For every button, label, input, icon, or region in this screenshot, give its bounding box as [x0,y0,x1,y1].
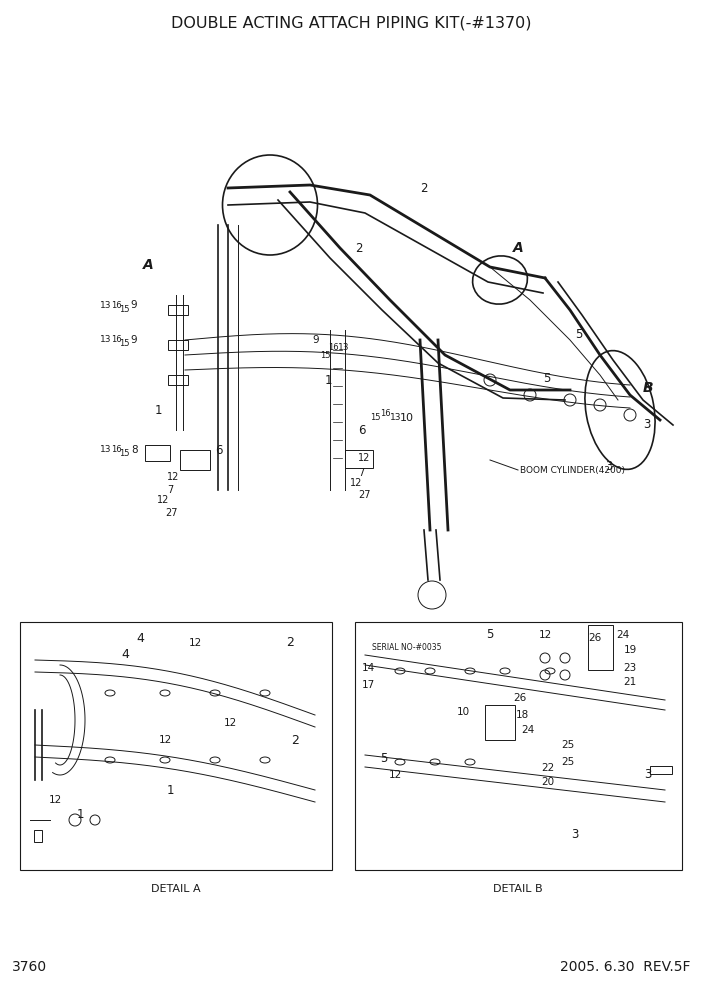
Text: 1: 1 [77,808,84,821]
Text: 2: 2 [420,182,428,194]
Text: 26: 26 [513,693,526,703]
Text: 16: 16 [380,409,390,418]
Text: 5: 5 [486,629,494,642]
Text: 25: 25 [562,757,575,767]
Text: 6: 6 [215,443,223,456]
Text: 13: 13 [100,335,112,344]
Text: 25: 25 [562,740,575,750]
Text: 13: 13 [100,301,112,310]
Bar [180,450,210,470]
Text: 24: 24 [522,725,535,735]
Text: 5: 5 [543,371,550,385]
Text: A: A [512,241,524,255]
Text: 2: 2 [291,733,299,747]
Text: 16: 16 [328,343,338,352]
Bar [588,625,613,670]
Text: 3: 3 [644,769,651,782]
Bar [485,705,515,740]
Text: 3: 3 [571,828,578,841]
Text: DOUBLE ACTING ATTACH PIPING KIT(-#1370): DOUBLE ACTING ATTACH PIPING KIT(-#1370) [171,16,531,31]
Text: 14: 14 [362,663,375,673]
Text: 1: 1 [166,784,174,797]
Text: 10: 10 [400,413,414,423]
Bar [20,622,332,870]
Text: 15: 15 [119,339,129,348]
Text: 12: 12 [188,638,201,648]
Text: 20: 20 [541,777,555,787]
Text: 9: 9 [130,335,137,345]
Text: BOOM CYLINDER(4200): BOOM CYLINDER(4200) [520,465,625,474]
Text: 27: 27 [358,490,371,500]
Text: 15: 15 [119,305,129,313]
Bar [168,375,188,385]
Text: 17: 17 [362,680,375,690]
Text: 3: 3 [643,419,650,432]
Text: 16: 16 [111,301,121,310]
Text: 16: 16 [111,335,121,344]
Text: 9: 9 [312,335,319,345]
Text: 5: 5 [380,752,388,765]
Text: 7: 7 [358,468,364,478]
Text: 15: 15 [320,350,331,359]
Bar [355,622,682,870]
Text: 12: 12 [350,478,362,488]
Text: 4: 4 [136,632,144,645]
Text: 12: 12 [167,472,180,482]
Text: DETAIL B: DETAIL B [494,884,543,894]
Text: 1: 1 [155,404,162,417]
Text: 5: 5 [575,328,583,341]
Text: 15: 15 [370,414,380,423]
Text: B: B [643,381,654,395]
Text: 18: 18 [515,710,529,720]
Text: 13: 13 [338,343,350,352]
Text: 10: 10 [456,707,470,717]
Text: 15: 15 [119,448,129,457]
Text: 12: 12 [159,735,171,745]
Text: 8: 8 [131,445,138,455]
Text: 3: 3 [605,460,612,473]
Text: 7: 7 [167,485,173,495]
Text: 21: 21 [623,677,637,687]
Text: 22: 22 [541,763,555,773]
Text: 13: 13 [100,445,112,454]
Text: 26: 26 [588,633,602,643]
Text: 9: 9 [130,300,137,310]
Text: 12: 12 [48,795,62,805]
Text: 23: 23 [623,663,637,673]
Bar [145,445,170,461]
Text: 27: 27 [165,508,178,518]
Bar [168,305,188,315]
Text: 2: 2 [286,637,294,650]
Text: 12: 12 [157,495,169,505]
Text: 12: 12 [358,453,371,463]
Text: 24: 24 [616,630,630,640]
Text: 16: 16 [111,445,121,454]
Text: A: A [143,258,153,272]
Text: SERIAL NO-#0035: SERIAL NO-#0035 [372,643,442,652]
Text: 4: 4 [121,649,129,662]
Bar [168,340,188,350]
Text: 2005. 6.30  REV.5F: 2005. 6.30 REV.5F [559,960,690,974]
Bar [345,450,373,468]
Bar [650,766,672,774]
Text: 6: 6 [358,424,366,436]
Text: 19: 19 [623,645,637,655]
Text: 2: 2 [355,241,362,255]
Text: 12: 12 [538,630,552,640]
Text: 1: 1 [325,374,333,387]
Text: 12: 12 [223,718,237,728]
Bar [34,830,42,842]
Text: 12: 12 [388,770,402,780]
Text: 13: 13 [390,414,402,423]
Text: 3760: 3760 [12,960,47,974]
Text: DETAIL A: DETAIL A [151,884,201,894]
